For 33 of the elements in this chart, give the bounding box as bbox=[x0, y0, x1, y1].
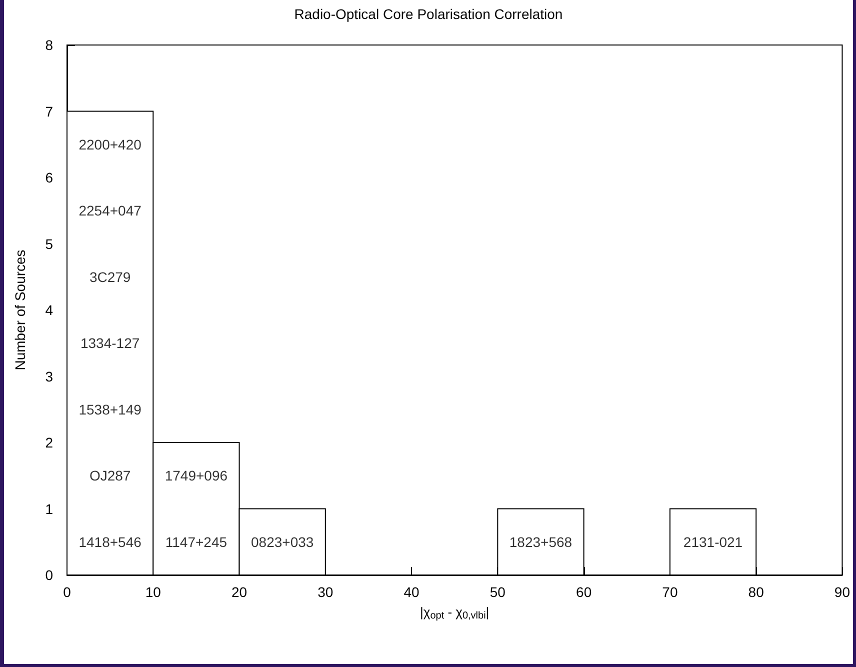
chart-title: Radio-Optical Core Polarisation Correlation bbox=[294, 6, 563, 22]
y-tick-label: 0 bbox=[45, 567, 54, 583]
x-tick-label: 20 bbox=[231, 584, 248, 600]
annotation: 1538+149 bbox=[78, 401, 142, 418]
y-tick-label: 7 bbox=[45, 103, 54, 120]
x-tick-label: 80 bbox=[748, 584, 764, 600]
x-tick-label: 50 bbox=[490, 584, 506, 600]
y-tick-label: 8 bbox=[45, 37, 54, 53]
annotation: 1147+245 bbox=[165, 534, 228, 550]
annotation: 2131-021 bbox=[683, 534, 743, 550]
annotation: 2200+420 bbox=[78, 136, 142, 152]
x-tick-label: 0 bbox=[63, 584, 72, 600]
y-tick-label: 4 bbox=[45, 302, 54, 318]
y-tick-label: 5 bbox=[45, 236, 54, 252]
annotation: 1418+546 bbox=[78, 534, 142, 550]
x-tick-label: 90 bbox=[834, 584, 850, 600]
y-tick-label: 3 bbox=[45, 368, 54, 384]
y-tick-label: 1 bbox=[45, 500, 54, 517]
x-tick-label: 10 bbox=[145, 584, 162, 600]
y-tick-label: 6 bbox=[45, 170, 54, 186]
x-tick-label: 40 bbox=[404, 584, 420, 600]
annotation: 0823+033 bbox=[250, 534, 314, 550]
annotation: 1823+568 bbox=[509, 534, 572, 550]
x-tick-label: 60 bbox=[576, 584, 592, 600]
annotation: 2254+047 bbox=[78, 202, 142, 219]
x-tick-label: 70 bbox=[662, 584, 678, 600]
x-tick-label: 30 bbox=[318, 584, 334, 600]
annotation: 1334-127 bbox=[80, 335, 140, 352]
y-tick-label: 2 bbox=[45, 434, 54, 450]
annotation: 1749+096 bbox=[164, 468, 228, 484]
y-axis-title: Number of Sources bbox=[12, 250, 28, 370]
annotation: OJ287 bbox=[89, 468, 131, 484]
annotation: 3C279 bbox=[89, 268, 131, 285]
